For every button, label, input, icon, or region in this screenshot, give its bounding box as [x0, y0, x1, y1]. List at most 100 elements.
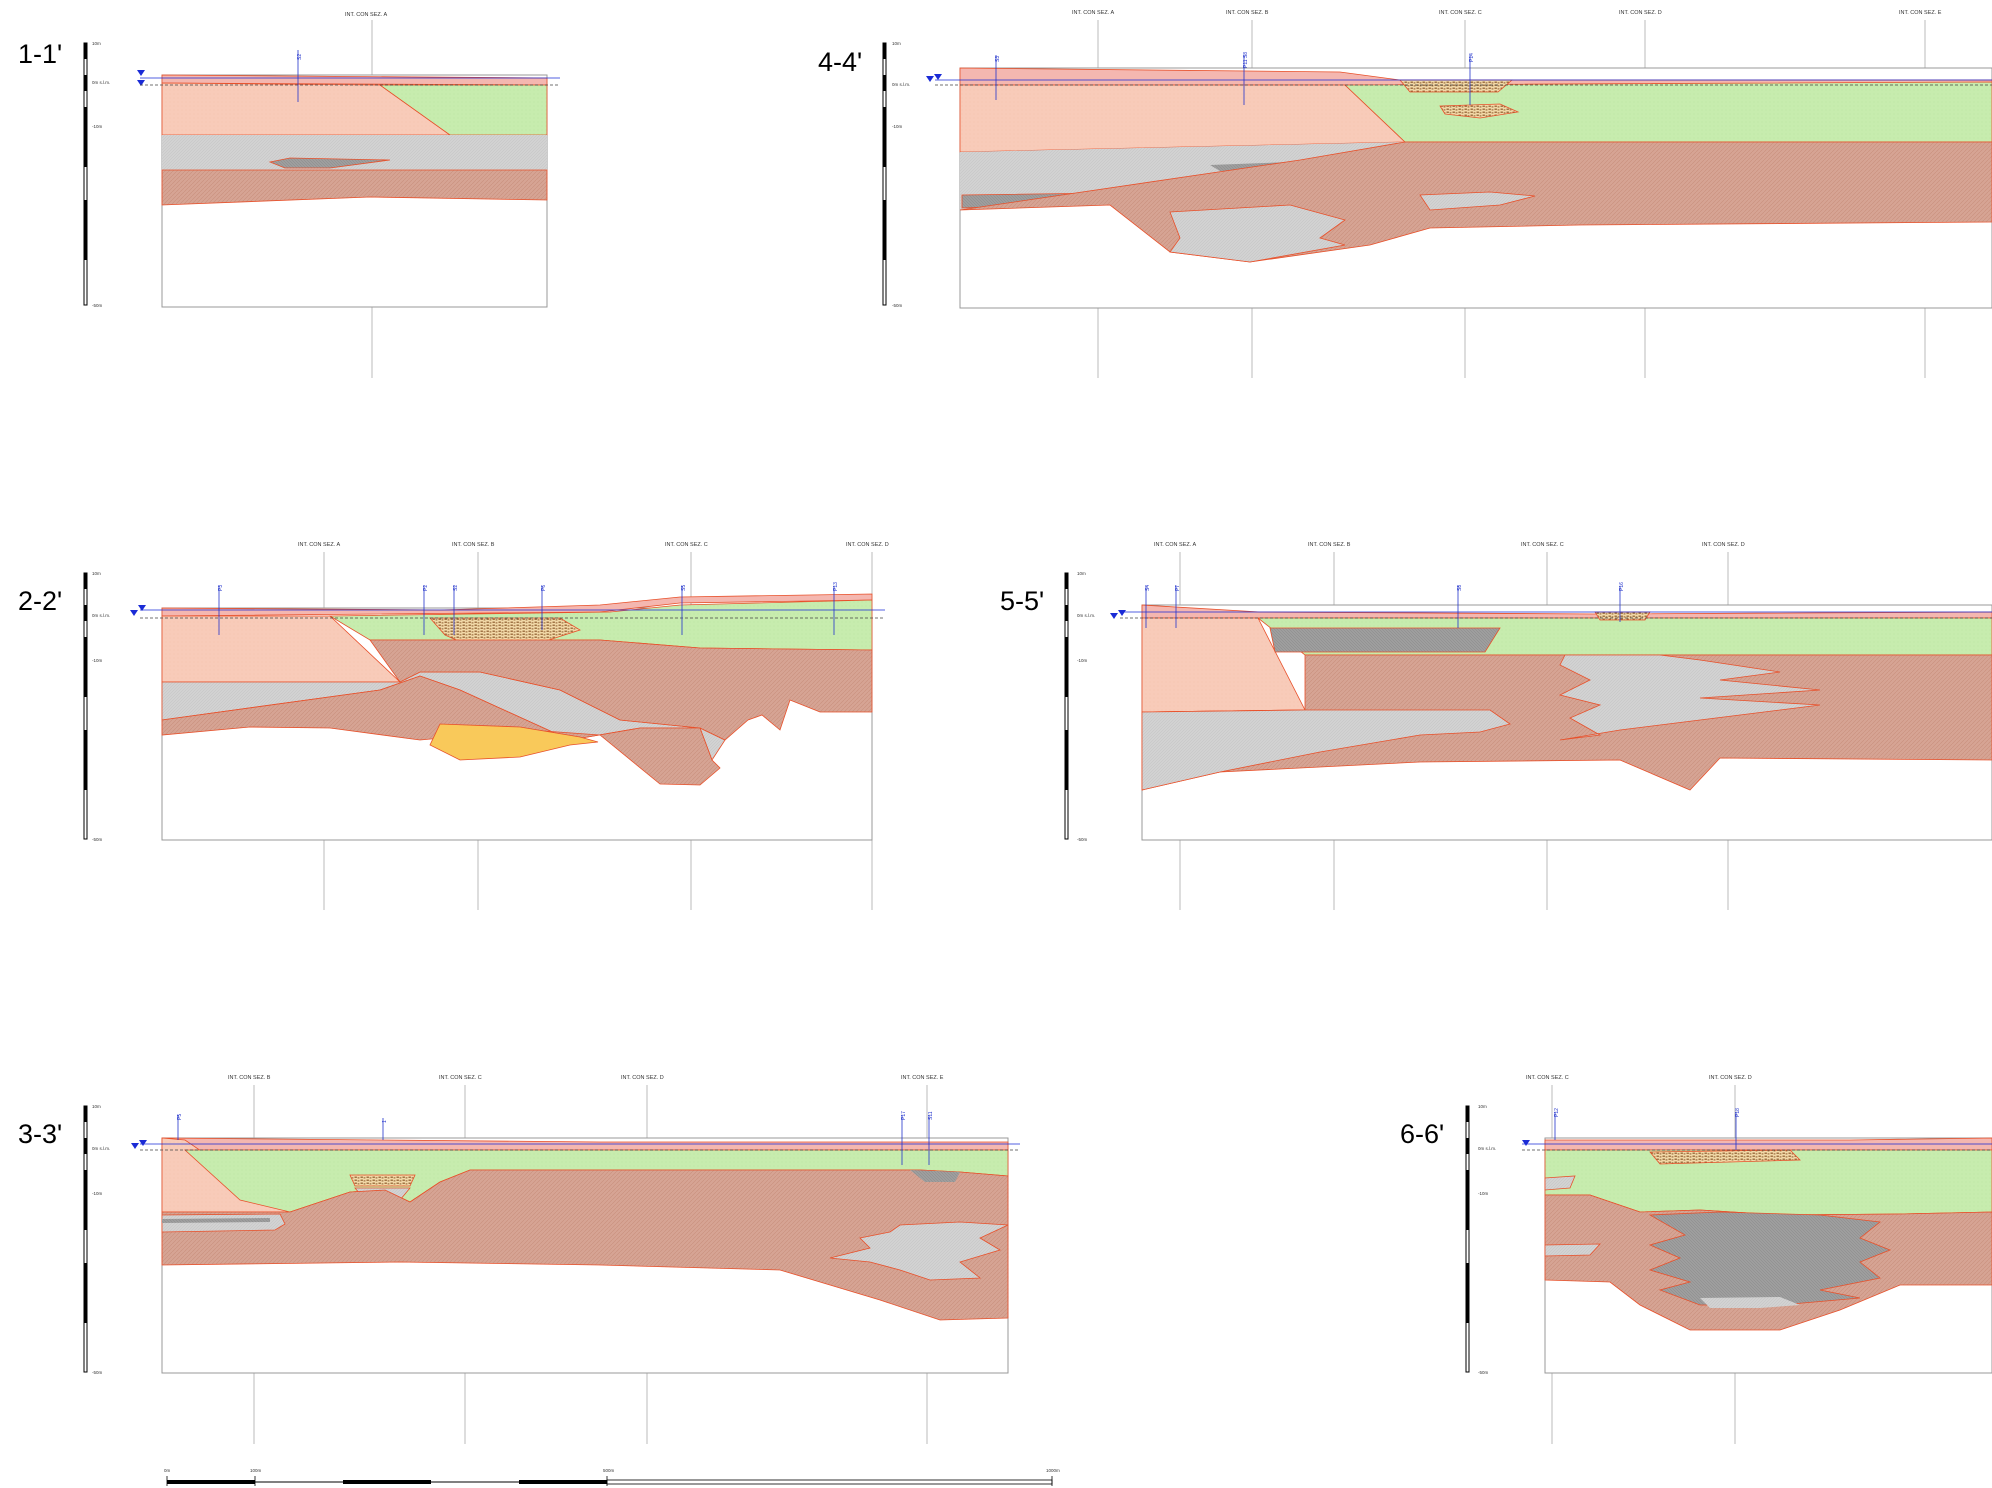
intersection-label: INT. CON SEZ. B: [452, 542, 495, 548]
scale-bottom: -50m: [92, 303, 103, 308]
gravel-lens: [1439, 103, 1520, 119]
water-table-icon: [130, 605, 146, 616]
borehole-label: P16: [1619, 582, 1625, 591]
gravel-lens: [1594, 611, 1651, 621]
intersection-label: INT. CON SEZ. E: [901, 1075, 944, 1081]
gray-lens: [1544, 1243, 1601, 1257]
intersection-label: INT. CON SEZ. B: [228, 1075, 271, 1081]
scale-bottom: -50m: [892, 303, 903, 308]
scale-ref: 0m s.l.m.: [92, 1146, 110, 1151]
water-table-icon: [131, 1140, 147, 1149]
intersection-label: INT. CON SEZ. C: [1439, 10, 1482, 16]
scale-ref: 0m s.l.m.: [1478, 1146, 1496, 1151]
scale-top: 10m: [892, 41, 901, 46]
intersection-label: INT. CON SEZ. C: [1521, 542, 1564, 548]
dark-lens: [162, 1218, 270, 1223]
intersection-label: INT. CON SEZ. B: [1308, 542, 1351, 548]
scale-top: 10m: [92, 41, 101, 46]
borehole-label: S4: [1145, 585, 1151, 591]
intersection-label: INT. CON SEZ. C: [665, 542, 708, 548]
vertical-scale: 10m 0m s.l.m. -10m -50m: [83, 1104, 110, 1375]
scale-mid: -10m: [1077, 658, 1088, 663]
gray-lens: [829, 1221, 1009, 1281]
scale-bottom: -50m: [1478, 1370, 1489, 1375]
gray-lens: [161, 1213, 286, 1233]
borehole-label: S3: [995, 56, 1001, 62]
vertical-scale: 10m 0m s.l.m. -10m -50m: [83, 571, 110, 842]
intersection-label: INT. CON SEZ. D: [621, 1075, 664, 1081]
dark-lens: [1648, 1211, 1892, 1306]
orange-lens: [429, 723, 599, 761]
borehole-label: S11: [928, 1111, 934, 1120]
scale-top: 10m: [1077, 571, 1086, 576]
section-1: 1-1' 10m 0m s.l.m. -10m -50m INT. CON SE…: [18, 12, 560, 378]
scale-mid: -10m: [1478, 1191, 1489, 1196]
scale-label: 500m: [603, 1468, 615, 1473]
borehole-label: S2: [297, 54, 303, 60]
topsoil-layer: [161, 593, 873, 617]
brown-layer: [161, 1169, 1009, 1321]
borehole-label: P18: [1735, 1108, 1741, 1117]
scale-label: 1000m: [1046, 1468, 1060, 1473]
intersection-label: INT. CON SEZ. D: [846, 542, 889, 548]
scale-top: 10m: [92, 571, 101, 576]
brown-layer: [161, 169, 548, 206]
borehole-label: P14: [1469, 53, 1475, 62]
section-2: 2-2' 10m 0m s.l.m. -10m -50m INT. CON SE…: [18, 542, 889, 910]
gray-layer: [162, 135, 547, 170]
borehole-label: 1: [382, 1120, 388, 1123]
gray-lens: [1419, 191, 1536, 211]
scale-bottom: -50m: [92, 837, 103, 842]
gravel-lens: [1649, 1149, 1801, 1165]
section-label: 6-6': [1400, 1119, 1444, 1149]
borehole-label: P13: [833, 582, 839, 591]
scale-mid: -10m: [92, 658, 103, 663]
scale-mid: -10m: [92, 124, 103, 129]
gray-lens: [1169, 204, 1346, 263]
borehole-label: S8: [1457, 585, 1463, 591]
intersection-label: INT. CON SEZ. A: [298, 542, 341, 548]
borehole-label: S2: [453, 585, 459, 591]
borehole-label: P5: [177, 1114, 183, 1120]
pink-layer: [959, 84, 1406, 153]
brown-layer: [369, 639, 873, 741]
water-table-icon: [926, 74, 942, 82]
scale-bottom: -50m: [1077, 837, 1088, 842]
borehole-label: P7: [1175, 585, 1181, 591]
scale-ref: 0m s.l.m.: [892, 82, 910, 87]
intersection-label: INT. CON SEZ. A: [345, 12, 388, 18]
borehole-label: P2: [423, 585, 429, 591]
intersection-label: INT. CON SEZ. D: [1702, 542, 1745, 548]
water-table-icon: [1522, 1140, 1530, 1146]
gray-lens: [1558, 654, 1821, 741]
section-6: 6-6' 10m 0m s.l.m. -10m -50m INT. CON SE…: [1400, 1075, 1992, 1444]
intersection-label: INT. CON SEZ. D: [1619, 10, 1662, 16]
vertical-scale: 10m 0m s.l.m. -10m -50m: [1465, 1104, 1496, 1375]
section-3: 3-3' 10m 0m s.l.m. -10m -50m INT. CON SE…: [18, 1075, 1020, 1444]
gravel-lens: [349, 1174, 416, 1187]
water-table-icon: [1110, 610, 1126, 619]
section-4: 4-4' 10m 0m s.l.m. -10m -50m INT. CON SE…: [818, 10, 1992, 378]
vertical-scale: 10m 0m s.l.m. -10m -50m: [1064, 571, 1095, 842]
gray-layer: [1141, 709, 1511, 791]
section-label: 1-1': [18, 39, 62, 69]
intersection-label: INT. CON SEZ. A: [1154, 542, 1197, 548]
gravel-lens: [1399, 79, 1514, 93]
borehole-label: P12: [1554, 1108, 1560, 1117]
section-label: 4-4': [818, 47, 862, 77]
scale-top: 10m: [1478, 1104, 1487, 1109]
green-layer: [1344, 81, 1992, 143]
scale-ref: 0m s.l.m.: [92, 80, 110, 85]
intersection-label: INT. CON SEZ. B: [1226, 10, 1269, 16]
section-label: 3-3': [18, 1119, 62, 1149]
section-label: 5-5': [1000, 586, 1044, 616]
scale-bottom: -50m: [92, 1370, 103, 1375]
vertical-scale: 10m 0m s.l.m. -10m -50m: [83, 41, 110, 308]
intersection-label: INT. CON SEZ. A: [1072, 10, 1115, 16]
scale-ref: 0m s.l.m.: [1077, 613, 1095, 618]
scale-top: 10m: [92, 1104, 101, 1109]
gray-layer: [960, 142, 1405, 210]
horizontal-scale-bar: 0m 100m 500m 1000m: [164, 1468, 1060, 1486]
scale-ref: 0m s.l.m.: [92, 613, 110, 618]
